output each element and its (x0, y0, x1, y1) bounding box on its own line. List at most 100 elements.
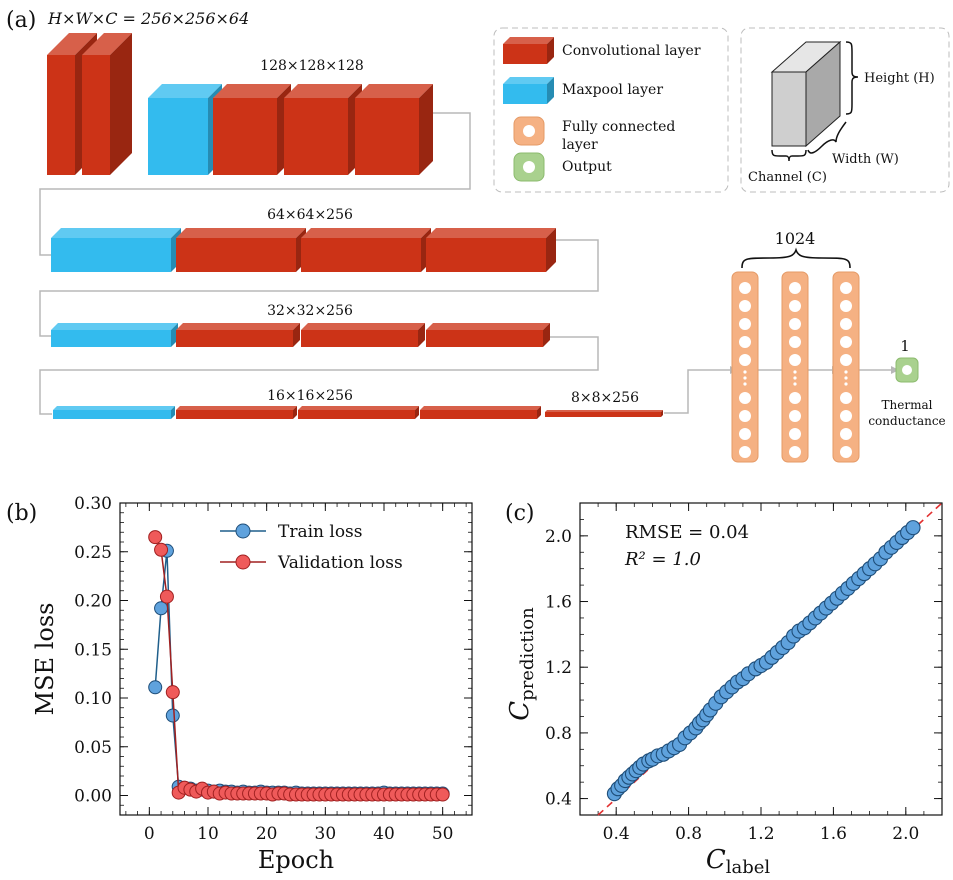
input-dims-label: H×W×C = 256×256×64 (47, 9, 249, 28)
pool-block-stage4-top (53, 406, 175, 410)
legend-out-swatch-dot (523, 161, 535, 173)
conv-block-stage1-3-side (419, 84, 433, 175)
series-point (148, 530, 163, 545)
fc-layer-rect (781, 271, 809, 463)
conv-block-stage3-1-side (293, 323, 300, 347)
conv-block-stage4-1-side (293, 406, 297, 419)
y-tick-label: 1.6 (545, 593, 572, 613)
series-point (154, 542, 169, 557)
fc-neuron (739, 410, 751, 422)
fc-layer-2 (781, 271, 809, 463)
series-b (148, 530, 450, 802)
y-tick-label: 0.25 (74, 543, 112, 563)
conv-block-stage3-1-front (176, 330, 293, 347)
conv-block-stage3-3 (426, 323, 550, 347)
conv-block-stage4-3 (420, 406, 541, 419)
conv-block-stage2-3-top (426, 228, 556, 238)
conv-block-stage1-2-front (284, 98, 348, 175)
fc-neuron (789, 354, 801, 366)
conv-block-stage5-front (545, 412, 661, 417)
fc-ellipsis-dot (793, 382, 797, 386)
pool-block-stage3-top (51, 323, 178, 330)
pool-block-stage1-front (148, 98, 208, 175)
fc-neuron (789, 392, 801, 404)
x-tick-label: 0 (144, 824, 155, 844)
legend-swatches (503, 37, 554, 182)
legend-fc-label: Fully connected (562, 119, 675, 135)
legend-pool-label: Maxpool layer (562, 82, 663, 98)
stage-label-16: 16×16×256 (267, 388, 353, 404)
panel-c-label: (c) (505, 501, 535, 526)
cube-height-label: Height (H) (864, 71, 935, 86)
cube-frame (740, 27, 950, 193)
conv-block-stage2-2-top (301, 228, 431, 238)
x-tick-label: 1.2 (747, 824, 774, 844)
loss-curve-chart: (b) 0 10 20 30 40 500.000.050.100.150.200.250… (6, 494, 473, 874)
x-tick-label: 40 (373, 824, 395, 844)
legend-entry: Validation loss (277, 553, 403, 573)
cube-front-face (771, 71, 807, 147)
pool-block-stage2-top (51, 228, 181, 238)
scatter-point (905, 520, 921, 536)
fc-neuron (739, 318, 751, 330)
conv-block-stage1-2-top (284, 84, 362, 98)
y-tick-label: 0.30 (74, 494, 112, 514)
x-tick-label: 0.8 (675, 824, 702, 844)
fc-neuron (840, 300, 852, 312)
cube-width-label: Width (W) (832, 152, 899, 167)
x-axis-title-c: Clabel (706, 845, 771, 878)
conv-block-stage5-top (545, 410, 663, 412)
conv-block-stage4-2 (298, 406, 419, 419)
fc-neuron (840, 318, 852, 330)
series-point (435, 787, 450, 802)
y-tick-label: 0.4 (545, 790, 572, 810)
y-tick-label: 0.8 (545, 724, 572, 744)
y-tick-label: 0.20 (74, 592, 112, 612)
fc-neuron (739, 428, 751, 440)
conv-block-stage5-side (661, 410, 663, 417)
conv-block-stage2-3-front (426, 238, 546, 272)
fc-neuron (840, 282, 852, 294)
fc-neuron (789, 446, 801, 458)
r2-annotation: R² = 1.0 (624, 549, 701, 570)
conv-block-stage4-1-front (176, 410, 293, 419)
conv-block-input-2-front (82, 55, 110, 175)
fc-neuron (840, 336, 852, 348)
dimension-cube-legend: Height (H) Width (W) Channel (C) (740, 27, 950, 193)
fc-layer-rect (731, 271, 759, 463)
conv-block-stage1-1-top (213, 84, 291, 98)
conv-block-stage3-2 (301, 323, 425, 347)
legend-conv-swatch-top (503, 37, 554, 44)
output-label-line2: conductance (868, 414, 945, 428)
legend-fc-label-2: layer (562, 137, 598, 153)
pool-block-stage4-front (53, 410, 171, 419)
fc-neuron (840, 354, 852, 366)
fc-layer-rect (832, 271, 860, 463)
height-brace (845, 41, 859, 115)
conv-block-stage3-3-top (426, 323, 550, 330)
legend-conv-swatch-side (547, 37, 554, 64)
layer-legend: Convolutional layer Maxpool layer Fully … (493, 27, 729, 193)
x-tick-label: 10 (197, 824, 219, 844)
pool-block-stage3-front (51, 330, 171, 347)
rmse-annotation: RMSE = 0.04 (625, 522, 749, 543)
legend-b: Train loss Validation loss (220, 522, 403, 573)
conv-block-stage2-3-side (546, 228, 556, 272)
width-brace (807, 121, 847, 154)
legend-conv-swatch (503, 37, 554, 64)
conv-block-stage4-1-top (176, 406, 297, 410)
axes-c: 0.4 0.8 1.2 1.6 2.0 0.4 0.8 1.2 1.6 2.0 (545, 502, 943, 844)
legend-marker (235, 523, 251, 539)
conv-block-stage4-1 (176, 406, 297, 419)
conv-block-stage2-3 (426, 228, 556, 272)
legend-marker (235, 554, 251, 570)
y-tick-label: 1.2 (545, 658, 572, 678)
fc-neuron (789, 336, 801, 348)
fc-neuron (840, 410, 852, 422)
fc-neuron (789, 428, 801, 440)
conv-block-stage3-3-front (426, 330, 543, 347)
series-c (606, 520, 921, 802)
y-tick-label: 0.00 (74, 787, 112, 807)
conv-block-stage2-1-top (176, 228, 306, 238)
y-tick-label: 0.05 (74, 738, 112, 758)
